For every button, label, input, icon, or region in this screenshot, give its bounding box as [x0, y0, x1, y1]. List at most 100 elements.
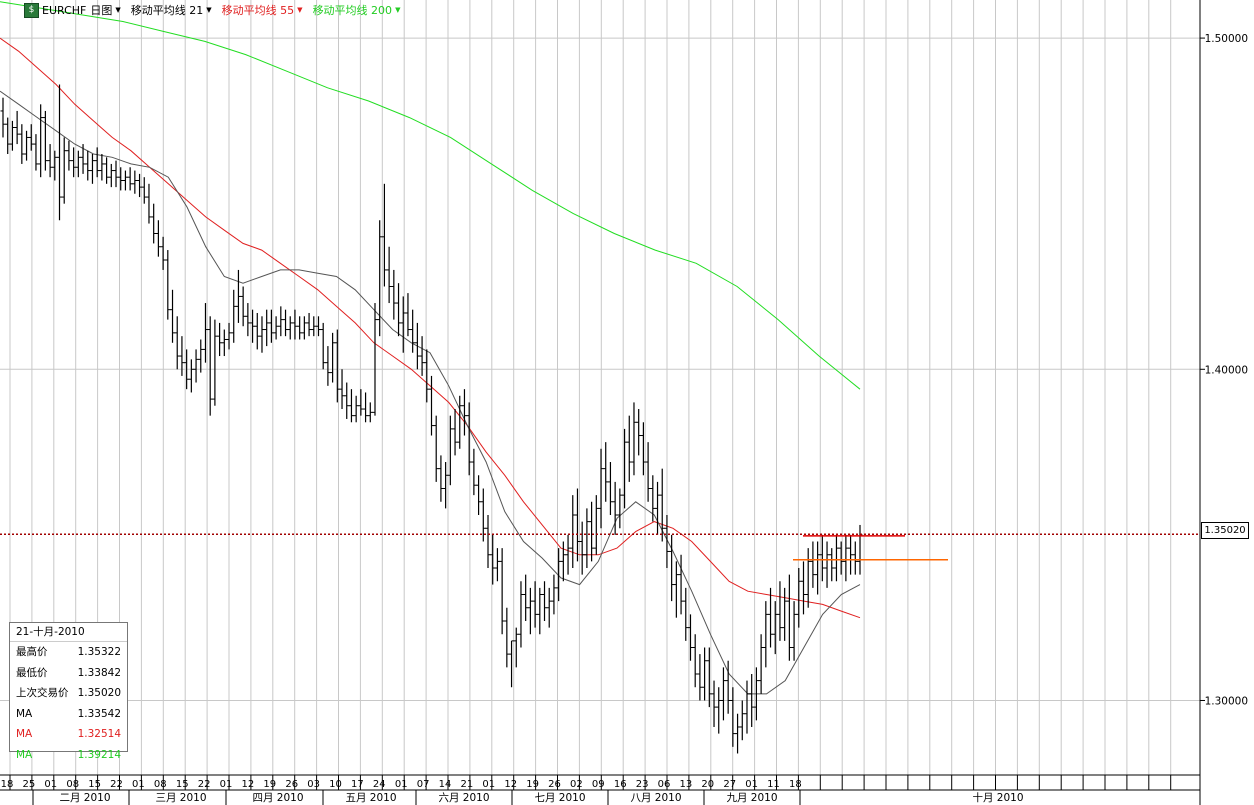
- ma200-toggle[interactable]: 移动平均线 200 ▼: [313, 2, 401, 18]
- info-label: 上次交易价: [16, 687, 69, 700]
- ohlc-bar: [71, 147, 77, 178]
- ma55-toggle[interactable]: 移动平均线 55 ▼: [222, 2, 303, 18]
- info-label: MA: [16, 748, 33, 761]
- ohlc-bar: [532, 581, 538, 628]
- ohlc-bar: [819, 534, 825, 582]
- ohlc-bar: [381, 183, 387, 287]
- grid-lines: [0, 0, 1200, 775]
- x-tick-label: 14: [439, 779, 452, 790]
- ohlc-bar: [791, 601, 797, 661]
- x-tick-label: 09: [592, 779, 605, 790]
- x-tick-label: 01: [745, 779, 758, 790]
- ohlc-bar: [636, 409, 642, 456]
- ohlc-bar: [438, 455, 444, 502]
- ohlc-bar: [838, 541, 844, 575]
- ohlc-bar: [137, 173, 143, 198]
- chart-toolbar: $ EURCHF 日图 ▼ 移动平均线 21 ▼ 移动平均线 55 ▼ 移动平均…: [24, 2, 410, 18]
- data-window: 21-十月-2010 最高价 1.35322 最低价 1.33842 上次交易价…: [9, 622, 128, 761]
- info-value: 1.33542: [77, 707, 121, 720]
- ohlc-bar: [857, 524, 863, 575]
- ohlc-bar: [603, 442, 609, 502]
- ohlc-bar: [429, 375, 434, 436]
- ohlc-bar: [579, 521, 585, 575]
- ohlc-bar: [542, 581, 548, 621]
- ohlc-bar: [278, 306, 284, 337]
- ohlc-bar: [273, 316, 279, 340]
- ohlc-bar: [28, 124, 34, 151]
- ohlc-bar: [330, 332, 336, 383]
- x-tick-label: 13: [680, 779, 693, 790]
- ohlc-bar: [141, 177, 147, 204]
- ohlc-bar: [89, 154, 95, 184]
- ohlc-bar: [739, 700, 745, 741]
- ohlc-bar: [560, 541, 566, 582]
- ohlc-bar: [42, 110, 48, 171]
- info-row-last: 上次交易价 1.35020: [10, 683, 127, 704]
- ohlc-bar: [833, 534, 839, 582]
- ohlc-bar: [170, 289, 176, 343]
- symbol-selector[interactable]: $ EURCHF 日图 ▼: [24, 2, 121, 18]
- ohlc-bar: [744, 680, 750, 734]
- info-row-ma200: MA 1.39214: [10, 745, 127, 766]
- ohlc-bar: [358, 389, 364, 416]
- chart-logo-icon: $: [24, 2, 39, 18]
- ohlc-bar: [245, 303, 251, 337]
- ma21-toggle[interactable]: 移动平均线 21 ▼: [131, 2, 212, 18]
- ohlc-bar: [829, 548, 835, 582]
- ohlc-bar: [217, 322, 223, 357]
- ohlc-bar: [537, 587, 543, 635]
- ohlc-bar: [513, 627, 519, 668]
- ohlc-bar: [683, 587, 689, 641]
- ohlc-bar: [711, 680, 717, 727]
- ohlc-bar: [99, 154, 105, 181]
- ohlc-bar: [678, 554, 684, 615]
- ohlc-bar: [52, 150, 58, 181]
- ohlc-bar: [800, 561, 806, 615]
- ohlc-bar: [626, 415, 632, 482]
- ohlc-bar: [716, 687, 722, 734]
- ohlc-bar: [283, 309, 289, 337]
- x-tick-label: 01: [482, 779, 495, 790]
- ohlc-bar: [184, 349, 190, 390]
- x-tick-label: 26: [548, 779, 561, 790]
- x-tick-label: 27: [723, 779, 736, 790]
- ohlc-bar: [607, 462, 613, 516]
- caret-down-icon: ▼: [206, 6, 212, 14]
- ohlc-bar: [311, 316, 317, 337]
- ohlc-bar: [631, 402, 637, 476]
- ohlc-bar: [320, 322, 326, 370]
- ma200-label: 移动平均线 200: [312, 4, 393, 17]
- ohlc-bar: [527, 587, 533, 635]
- ohlc-bar: [612, 481, 618, 535]
- x-tick-label: 08: [154, 779, 167, 790]
- ohlc-bar: [772, 601, 778, 655]
- y-tick-label: 1.50000: [1205, 33, 1248, 45]
- ohlc-bar: [499, 548, 505, 635]
- ohlc-bar: [617, 488, 623, 529]
- ohlc-bar: [664, 515, 670, 569]
- ohlc-bar: [108, 163, 114, 188]
- x-tick-label: 01: [44, 779, 57, 790]
- ohlc-bar: [640, 422, 646, 476]
- ohlc-bar: [598, 448, 604, 529]
- ohlc-bar: [268, 309, 274, 343]
- caret-down-icon: ▼: [115, 6, 121, 14]
- ohlc-bar: [659, 468, 665, 542]
- x-tick-label: 10: [329, 779, 342, 790]
- last-price-tag: 1.35020: [1201, 522, 1249, 539]
- x-month-label: 四月 2010: [252, 792, 303, 804]
- ohlc-bar: [410, 309, 416, 353]
- x-month-label: 十月 2010: [972, 791, 1023, 804]
- x-month-label: 六月 2010: [438, 792, 489, 804]
- ohlc-bar: [325, 346, 331, 386]
- ohlc-bar: [556, 548, 562, 602]
- x-tick-label: 22: [110, 779, 123, 790]
- info-row-ma21: MA 1.33542: [10, 704, 127, 725]
- x-tick-label: 15: [176, 779, 189, 790]
- ohlc-bar: [735, 713, 741, 754]
- x-tick-label: 19: [526, 779, 539, 790]
- ohlc-bar: [221, 329, 227, 357]
- info-value: 1.39214: [77, 748, 121, 761]
- ohlc-bar: [372, 303, 378, 416]
